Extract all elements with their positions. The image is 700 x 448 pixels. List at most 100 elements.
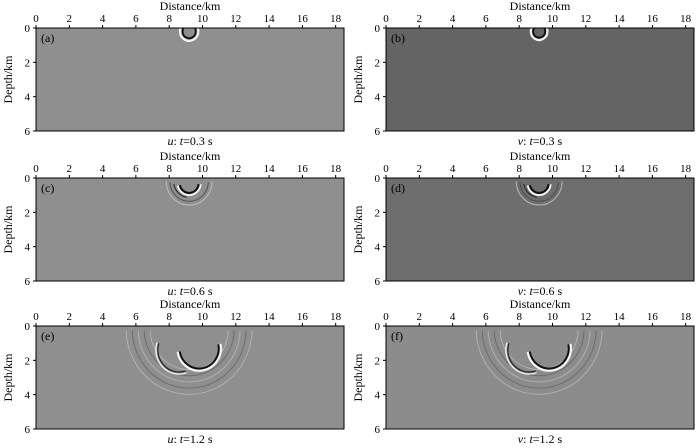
wavefield-background [386, 28, 694, 131]
y-tick-label: 2 [375, 57, 381, 69]
x-tick-label: 4 [450, 13, 456, 25]
caption-part: u [167, 134, 173, 148]
x-tick-label: 10 [547, 311, 559, 323]
wavefront-ring [519, 182, 559, 202]
x-tick-label: 4 [450, 311, 456, 323]
wavefield-background [36, 28, 344, 131]
y-axis-title: Depth/km [1, 205, 15, 254]
panel-f-svg: 0 2 4 6 8 10 12 14 16 18 0 2 4 6 Distance/km Depth/km (f… [351, 297, 695, 446]
caption-part: t [529, 134, 533, 148]
y-axis-title: Depth/km [1, 353, 15, 402]
x-tick-label: 6 [133, 13, 139, 25]
wavefront-ring [181, 28, 197, 40]
y-tick-label: 6 [375, 276, 381, 288]
x-tick-label: 6 [133, 311, 139, 323]
x-tick-label: 6 [483, 13, 489, 25]
panel-f: 0 2 4 6 8 10 12 14 16 18 0 2 4 6 Distance/km Depth/km (f… [350, 297, 696, 446]
y-tick-label: 0 [25, 173, 31, 185]
caption-part: : [523, 284, 529, 298]
x-tick-label: 16 [297, 13, 309, 25]
wavefront-ring [481, 330, 597, 389]
x-tick-label: 8 [516, 163, 522, 175]
y-axis-title: Depth/km [351, 205, 365, 254]
plot-frame [385, 177, 695, 282]
x-tick-label: 16 [647, 13, 659, 25]
x-tick-label: 18 [680, 163, 692, 175]
wavefront-ring [526, 184, 552, 197]
x-tick-label: 14 [614, 163, 626, 175]
x-tick-label: 14 [614, 13, 626, 25]
wavefront-ring [487, 330, 591, 383]
wavefront-ring [493, 330, 585, 377]
caption-part: =1.2 s [183, 432, 213, 446]
caption-part: : [173, 284, 179, 298]
x-tick-label: 16 [647, 163, 659, 175]
panel-a-svg: 0 2 4 6 8 10 12 14 16 18 0 2 4 6 Distance/km Depth/km (a… [1, 0, 345, 148]
panel-e-svg: 0 2 4 6 8 10 12 14 16 18 0 2 4 6 Distance/km Depth/km (e… [1, 297, 345, 446]
wavefront-ring [149, 330, 229, 371]
x-tick-label: 12 [230, 13, 241, 25]
x-tick-label: 2 [67, 311, 73, 323]
caption-part: u [167, 284, 173, 298]
panel-caption: v: t=0.6 s [518, 284, 563, 298]
wavefront-ring [528, 183, 550, 195]
panel-c-svg: 0 2 4 6 8 10 12 14 16 18 0 2 4 6 Distance/km Depth/km (c… [1, 149, 345, 298]
y-tick-label: 0 [25, 321, 31, 333]
wavefront-ring [526, 343, 572, 372]
y-tick-label: 6 [375, 424, 381, 436]
panel-letter: (c) [41, 181, 54, 195]
y-tick-label: 6 [375, 126, 381, 138]
x-tick-label: 16 [297, 163, 309, 175]
plot-frame [385, 27, 695, 132]
x-tick-label: 0 [33, 311, 39, 323]
panel-letter: (d) [391, 181, 405, 195]
y-tick-label: 0 [375, 173, 381, 185]
x-tick-label: 0 [33, 163, 39, 175]
y-tick-label: 6 [25, 276, 31, 288]
x-tick-label: 8 [166, 311, 172, 323]
x-tick-label: 6 [483, 311, 489, 323]
wavefront-ring [155, 342, 187, 375]
x-tick-label: 4 [100, 13, 106, 25]
y-tick-label: 4 [375, 242, 381, 254]
x-tick-label: 12 [230, 311, 241, 323]
y-tick-label: 6 [25, 424, 31, 436]
x-tick-label: 14 [264, 311, 276, 323]
x-tick-label: 12 [580, 163, 591, 175]
x-tick-label: 4 [450, 163, 456, 175]
x-tick-label: 18 [680, 13, 692, 25]
x-axis-title: Distance/km [510, 297, 571, 311]
x-tick-label: 16 [647, 311, 659, 323]
plot-frame [385, 325, 695, 430]
y-tick-label: 2 [375, 355, 381, 367]
panel-a: 0 2 4 6 8 10 12 14 16 18 0 2 4 6 Distance/km Depth/km (a… [0, 0, 346, 148]
wavefront-ring [475, 330, 603, 395]
wavefront-ring [178, 28, 200, 42]
wavefront-ring [173, 183, 187, 198]
wavefront-ring [176, 184, 202, 197]
x-tick-label: 14 [264, 13, 276, 25]
x-axis-title: Distance/km [160, 297, 221, 311]
wavefront-group [515, 181, 563, 206]
wavefront-ring [178, 344, 220, 370]
panel-d-svg: 0 2 4 6 8 10 12 14 16 18 0 2 4 6 Distance/km Depth/km (d… [351, 149, 695, 298]
x-tick-label: 10 [197, 13, 209, 25]
y-tick-label: 4 [375, 390, 381, 402]
x-tick-label: 18 [330, 311, 342, 323]
x-tick-label: 2 [67, 13, 73, 25]
x-axis-title: Distance/km [510, 0, 571, 13]
panel-e: 0 2 4 6 8 10 12 14 16 18 0 2 4 6 Distance/km Depth/km (e… [0, 297, 346, 446]
panel-b: 0 2 4 6 8 10 12 14 16 18 0 2 4 6 Distance/km Depth/km (b… [350, 0, 696, 148]
y-tick-label: 6 [25, 126, 31, 138]
plot-frame [35, 27, 345, 132]
panel-b-svg: 0 2 4 6 8 10 12 14 16 18 0 2 4 6 Distance/km Depth/km (b… [351, 0, 695, 148]
caption-part: : [523, 432, 529, 446]
x-tick-label: 8 [166, 13, 172, 25]
x-tick-label: 10 [197, 311, 209, 323]
wavefront-ring [507, 343, 536, 373]
x-tick-label: 10 [547, 163, 559, 175]
caption-part: =0.3 s [183, 134, 213, 148]
x-tick-label: 16 [297, 311, 309, 323]
caption-part: v [518, 432, 524, 446]
panel-letter: (e) [41, 329, 54, 343]
